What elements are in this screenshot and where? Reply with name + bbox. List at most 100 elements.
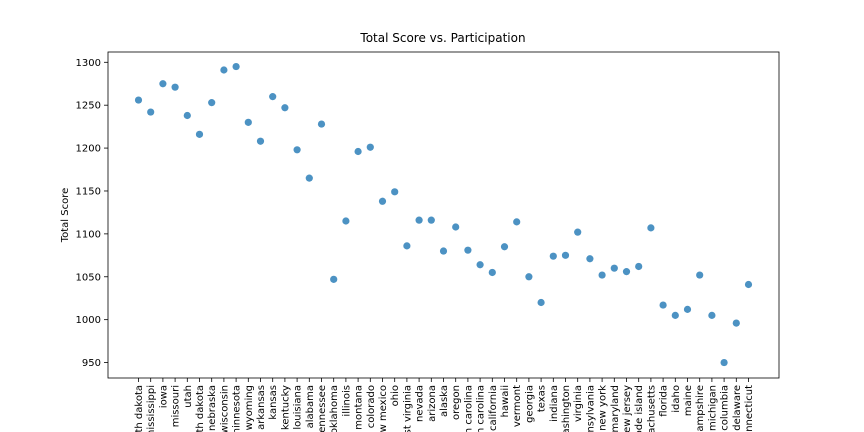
x-tick-label: west virginia bbox=[402, 385, 413, 432]
x-tick-label: oklahoma bbox=[329, 385, 340, 432]
x-tick-label: alaska bbox=[439, 385, 450, 417]
x-tick-label: delaware bbox=[732, 385, 743, 431]
point bbox=[305, 174, 313, 182]
point bbox=[134, 96, 143, 104]
x-tick-label: arizona bbox=[427, 385, 438, 422]
point bbox=[598, 271, 606, 279]
point bbox=[342, 217, 350, 225]
point bbox=[293, 146, 301, 154]
point bbox=[635, 262, 643, 271]
x-tick-label: connecticut bbox=[744, 385, 755, 432]
point bbox=[281, 104, 289, 112]
x-tick-label: new york bbox=[598, 385, 609, 431]
x-tick-label: colorado bbox=[366, 385, 377, 428]
x-tick-label: hawaii bbox=[500, 385, 511, 417]
point bbox=[525, 273, 533, 281]
point bbox=[574, 228, 582, 236]
point bbox=[256, 137, 265, 145]
point bbox=[610, 264, 618, 272]
point bbox=[330, 275, 338, 283]
x-tick-label: montana bbox=[354, 385, 365, 430]
x-tick-label: oregon bbox=[451, 385, 462, 420]
point bbox=[586, 255, 594, 263]
point bbox=[513, 218, 521, 226]
point bbox=[391, 188, 399, 196]
y-tick-label: 1250 bbox=[76, 101, 101, 112]
x-tick-label: north carolina bbox=[463, 385, 474, 432]
point bbox=[549, 252, 557, 260]
point bbox=[500, 243, 509, 251]
point bbox=[561, 251, 570, 259]
x-tick-label: illinois bbox=[341, 385, 352, 417]
x-tick-label: new hampshire bbox=[695, 385, 706, 432]
point bbox=[647, 224, 655, 232]
x-tick-label: missouri bbox=[171, 385, 182, 427]
x-tick-label: idaho bbox=[671, 385, 682, 413]
x-tick-label: tennessee bbox=[317, 385, 328, 432]
point bbox=[220, 66, 228, 74]
point bbox=[317, 120, 326, 128]
point bbox=[476, 261, 484, 269]
point bbox=[744, 280, 753, 289]
x-tick-label: pennsylvania bbox=[585, 385, 596, 432]
y-tick-label: 950 bbox=[82, 358, 101, 369]
x-tick-label: kentucky bbox=[280, 385, 291, 430]
x-tick-label: wyoming bbox=[244, 385, 255, 430]
point bbox=[427, 216, 435, 224]
x-tick-label: ohio bbox=[390, 385, 401, 406]
x-tick-label: indiana bbox=[549, 385, 560, 422]
point bbox=[439, 247, 448, 255]
x-tick-label: minnesota bbox=[232, 385, 243, 432]
point bbox=[183, 111, 191, 120]
x-tick-label: mississippi bbox=[146, 385, 157, 432]
x-tick-label: nebraska bbox=[207, 385, 218, 431]
x-tick-label: california bbox=[488, 385, 499, 431]
point bbox=[415, 216, 423, 224]
x-tick-label: south carolina bbox=[476, 385, 487, 432]
y-tick-label: 1000 bbox=[76, 315, 101, 326]
y-axis-label: Total Score bbox=[60, 188, 71, 244]
chart-title: Total Score vs. Participation bbox=[359, 31, 525, 45]
point bbox=[232, 62, 240, 71]
x-tick-label: nevada bbox=[415, 385, 426, 422]
point bbox=[195, 130, 204, 138]
point bbox=[464, 246, 472, 254]
x-tick-label: rhode island bbox=[634, 385, 645, 432]
point bbox=[622, 268, 631, 276]
y-tick-label: 1150 bbox=[76, 186, 101, 197]
y-tick-label: 1050 bbox=[76, 272, 101, 283]
point bbox=[537, 298, 545, 307]
x-tick-label: massachusetts bbox=[646, 385, 657, 432]
x-tick-label: north dakota bbox=[134, 385, 145, 432]
point bbox=[708, 311, 716, 319]
x-tick-label: georgia bbox=[524, 385, 535, 423]
y-tick-label: 1100 bbox=[76, 229, 101, 240]
x-tick-label: wisconsin bbox=[219, 385, 230, 432]
y-tick-label: 1300 bbox=[76, 58, 101, 69]
point bbox=[683, 305, 692, 313]
point bbox=[378, 197, 387, 205]
point bbox=[159, 80, 167, 88]
point bbox=[696, 271, 704, 279]
x-tick-label: vermont bbox=[512, 385, 523, 427]
x-tick-label: texas bbox=[537, 385, 548, 412]
x-tick-label: south dakota bbox=[195, 385, 206, 432]
x-tick-label: maryland bbox=[610, 385, 621, 432]
point bbox=[488, 268, 496, 277]
point bbox=[208, 99, 216, 107]
x-tick-label: michigan bbox=[707, 385, 718, 431]
x-tick-label: new mexico bbox=[378, 385, 389, 432]
x-tick-label: district of columbia bbox=[720, 385, 731, 432]
x-tick-label: arkansas bbox=[256, 385, 267, 430]
x-tick-label: iowa bbox=[158, 385, 169, 408]
point bbox=[269, 93, 277, 101]
point bbox=[732, 319, 740, 327]
x-tick-label: washington bbox=[561, 385, 572, 432]
x-tick-label: virginia bbox=[573, 385, 584, 422]
x-tick-label: alabama bbox=[305, 385, 316, 428]
point bbox=[354, 147, 362, 156]
point bbox=[452, 223, 460, 231]
x-tick-label: new jersey bbox=[622, 385, 633, 432]
